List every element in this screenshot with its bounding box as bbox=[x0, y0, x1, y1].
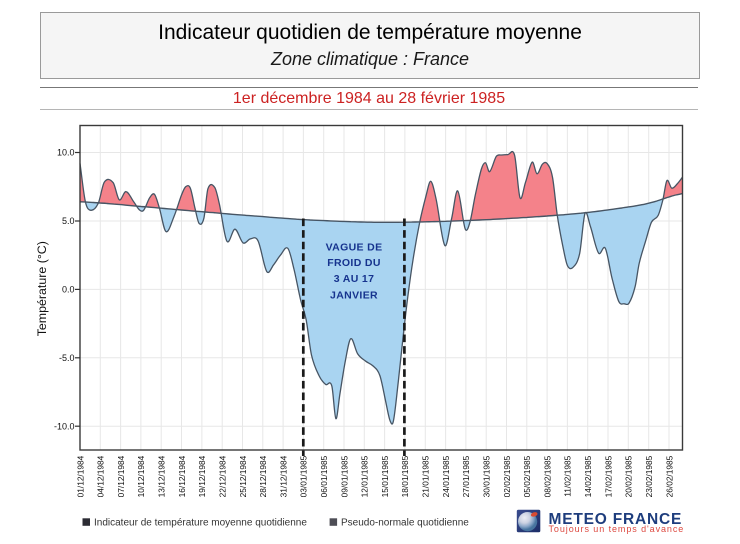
svg-text:09/01/1985: 09/01/1985 bbox=[339, 455, 349, 497]
svg-text:Température (°C): Température (°C) bbox=[35, 241, 49, 336]
svg-text:17/02/1985: 17/02/1985 bbox=[603, 455, 613, 497]
svg-text:02/02/1985: 02/02/1985 bbox=[502, 455, 512, 497]
svg-text:Pseudo-normale quotidienne: Pseudo-normale quotidienne bbox=[341, 517, 469, 528]
svg-text:3 AU 17: 3 AU 17 bbox=[334, 273, 375, 285]
svg-text:VAGUE DE: VAGUE DE bbox=[326, 242, 383, 254]
svg-text:11/02/1985: 11/02/1985 bbox=[563, 455, 573, 496]
svg-text:12/01/1985: 12/01/1985 bbox=[360, 455, 370, 497]
svg-text:14/02/1985: 14/02/1985 bbox=[583, 455, 593, 497]
svg-text:16/12/1984: 16/12/1984 bbox=[177, 455, 187, 497]
svg-text:15/01/1985: 15/01/1985 bbox=[380, 455, 390, 497]
svg-text:JANVIER: JANVIER bbox=[330, 289, 378, 301]
svg-text:FROID DU: FROID DU bbox=[327, 257, 381, 269]
svg-text:03/01/1985: 03/01/1985 bbox=[299, 455, 309, 497]
svg-text:24/01/1985: 24/01/1985 bbox=[441, 455, 451, 497]
svg-text:06/01/1985: 06/01/1985 bbox=[319, 455, 329, 497]
svg-text:20/02/1985: 20/02/1985 bbox=[624, 455, 634, 497]
svg-text:27/01/1985: 27/01/1985 bbox=[461, 455, 471, 497]
svg-text:28/12/1984: 28/12/1984 bbox=[258, 455, 268, 497]
svg-text:01/12/1984: 01/12/1984 bbox=[75, 455, 85, 497]
svg-text:19/12/1984: 19/12/1984 bbox=[197, 455, 207, 497]
svg-text:13/12/1984: 13/12/1984 bbox=[157, 455, 167, 497]
svg-text:10.0: 10.0 bbox=[57, 148, 75, 158]
svg-text:08/02/1985: 08/02/1985 bbox=[542, 455, 552, 497]
svg-text:Indicateur de température moye: Indicateur de température moyenne quotid… bbox=[94, 517, 307, 528]
svg-text:0.0: 0.0 bbox=[62, 285, 75, 295]
svg-text:-5.0: -5.0 bbox=[59, 353, 75, 363]
svg-text:31/12/1984: 31/12/1984 bbox=[278, 455, 288, 497]
svg-text:07/12/1984: 07/12/1984 bbox=[116, 455, 126, 497]
svg-text:METEO FRANCE: METEO FRANCE bbox=[549, 511, 683, 528]
svg-text:25/12/1984: 25/12/1984 bbox=[238, 455, 248, 497]
svg-text:26/02/1985: 26/02/1985 bbox=[664, 455, 674, 497]
svg-text:23/02/1985: 23/02/1985 bbox=[644, 455, 654, 497]
svg-text:-10.0: -10.0 bbox=[54, 421, 75, 431]
svg-text:22/12/1984: 22/12/1984 bbox=[218, 455, 228, 497]
svg-text:04/12/1984: 04/12/1984 bbox=[96, 455, 106, 497]
svg-text:05/02/1985: 05/02/1985 bbox=[522, 455, 532, 497]
svg-text:Toujours un temps d'avance: Toujours un temps d'avance bbox=[549, 524, 685, 534]
svg-text:10/12/1984: 10/12/1984 bbox=[136, 455, 146, 497]
svg-text:21/01/1985: 21/01/1985 bbox=[421, 455, 431, 497]
svg-text:30/01/1985: 30/01/1985 bbox=[482, 455, 492, 497]
svg-text:18/01/1985: 18/01/1985 bbox=[400, 455, 410, 497]
svg-text:5.0: 5.0 bbox=[62, 216, 75, 226]
